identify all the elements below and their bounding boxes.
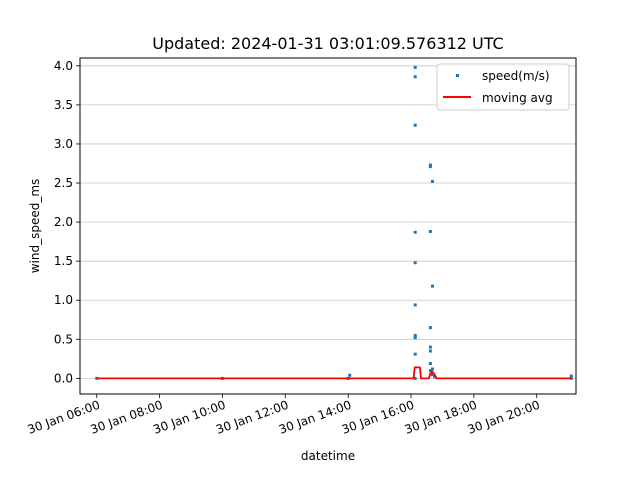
y-tick-label: 2.0	[54, 215, 73, 229]
y-tick-label: 3.5	[54, 98, 73, 112]
speed-point	[413, 336, 417, 340]
speed-point	[428, 165, 432, 169]
speed-point	[428, 229, 432, 233]
y-tick-label: 0.5	[54, 332, 73, 346]
speed-point	[430, 284, 434, 288]
speed-point	[428, 163, 432, 167]
moving-avg-line	[96, 366, 572, 380]
y-tick-label: 3.0	[54, 137, 73, 151]
speed-point	[413, 352, 417, 356]
speed-point	[413, 230, 417, 234]
speed-point	[413, 123, 417, 127]
axis-ticks: 0.00.51.01.52.02.53.03.54.030 Jan 06:003…	[26, 59, 542, 437]
speed-point	[428, 326, 432, 330]
speed-point	[95, 376, 99, 380]
legend: speed(m/s) moving avg	[436, 63, 570, 111]
y-tick-label: 2.5	[54, 176, 73, 190]
speed-point	[413, 65, 417, 69]
legend-label-speed: speed(m/s)	[482, 69, 550, 83]
speed-point	[430, 372, 434, 376]
speed-point	[428, 362, 432, 366]
speed-point	[413, 333, 417, 337]
speed-point	[430, 179, 434, 183]
x-tick-label: 30 Jan 20:00	[466, 398, 542, 437]
speed-point	[413, 303, 417, 307]
speed-point	[569, 374, 573, 378]
y-tick-label: 4.0	[54, 59, 73, 73]
x-axis-label: datetime	[301, 449, 355, 463]
speed-point	[413, 75, 417, 79]
chart-title: Updated: 2024-01-31 03:01:09.576312 UTC	[152, 34, 503, 53]
plot-frame	[79, 57, 577, 395]
speed-point	[430, 367, 434, 371]
grid-lines	[80, 65, 576, 379]
plot-series	[95, 65, 573, 380]
speed-point	[413, 261, 417, 265]
speed-point	[428, 349, 432, 353]
speed-point	[428, 369, 432, 373]
speed-point	[348, 373, 352, 377]
speed-point	[433, 375, 437, 379]
y-tick-label: 0.0	[54, 371, 73, 385]
speed-point	[413, 376, 417, 380]
legend-box	[436, 63, 570, 111]
y-axis-label: wind_speed_ms	[28, 179, 42, 274]
y-tick-label: 1.5	[54, 254, 73, 268]
y-tick-label: 1.0	[54, 293, 73, 307]
legend-marker-speed	[456, 74, 459, 77]
speed-point	[428, 345, 432, 349]
legend-label-moving-avg: moving avg	[482, 91, 553, 105]
